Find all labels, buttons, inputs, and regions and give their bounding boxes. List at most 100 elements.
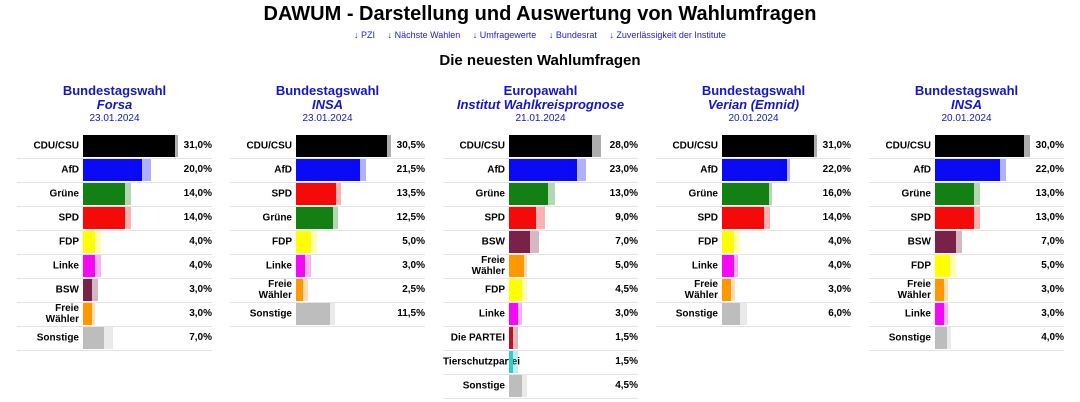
party-value: 4,0% [189,260,212,271]
nav-link-poll-values[interactable]: ↓ Umfragewerte [472,30,537,40]
poll-row[interactable]: Linke 3,0% [230,254,425,279]
poll-row[interactable]: AfD 21,5% [230,158,425,183]
poll-row[interactable]: CDU/CSU 31,0% [656,134,851,159]
poll-row[interactable]: Freie Wähler 3,0% [17,302,212,327]
party-label: Linke [52,260,79,272]
poll-row[interactable]: AfD 20,0% [17,158,212,183]
party-label: BSW [55,284,79,296]
party-bar [509,375,523,397]
poll-date: 20.01.2024 [941,113,992,124]
party-label: AfD [913,164,931,176]
poll-row[interactable]: CDU/CSU 30,0% [869,134,1064,159]
poll-row[interactable]: FDP 5,0% [230,230,425,255]
previous-value-marker [94,327,113,349]
poll-header[interactable]: Bundestagswahl Verian (Emnid) 20.01.2024 [656,84,851,126]
party-label: Linke [904,308,931,320]
poll-row[interactable]: Grüne 13,0% [869,182,1064,207]
party-label: CDU/CSU [885,140,931,152]
nav-link-bundesrat[interactable]: ↓ Bundesrat [548,30,597,40]
poll-row[interactable]: CDU/CSU 28,0% [443,134,638,159]
party-label: CDU/CSU [246,140,292,152]
previous-value-marker [583,135,602,157]
poll-header[interactable]: Europawahl Institut Wahlkreisprognose 21.0… [443,84,638,126]
poll-row[interactable]: Linke 4,0% [656,254,851,279]
poll-row[interactable]: Freie Wähler 3,0% [656,278,851,303]
party-label: Freie Wähler [258,279,292,301]
party-label: CDU/CSU [33,140,79,152]
party-value: 20,0% [183,164,212,175]
previous-value-marker [327,183,341,205]
poll-panel: Europawahl Institut Wahlkreisprognose 21.0… [443,84,638,399]
poll-row[interactable]: Tierschutzpartei 1,5% [443,350,638,375]
poll-header[interactable]: Bundestagswahl Forsa 23.01.2024 [17,84,212,126]
poll-row[interactable]: BSW 7,0% [869,230,1064,255]
party-bar [935,231,956,253]
poll-row[interactable]: Die PARTEI 1,5% [443,326,638,351]
poll-row[interactable]: Freie Wähler 3,0% [869,278,1064,303]
poll-institute: Institut Wahlkreisprognose [456,97,625,112]
poll-row[interactable]: Grüne 16,0% [656,182,851,207]
poll-row[interactable]: Freie Wähler 5,0% [443,254,638,279]
previous-value-marker [805,135,817,157]
poll-row[interactable]: SPD 14,0% [656,206,851,231]
section-title: Die neuesten Wahlumfragen [439,52,641,69]
poll-row[interactable]: Grüne 14,0% [17,182,212,207]
party-bar [509,351,514,373]
nav-link-pzi[interactable]: ↓ PZI [354,30,376,40]
poll-row[interactable]: CDU/CSU 30,5% [230,134,425,159]
party-value: 23,0% [609,164,638,175]
poll-date: 20.01.2024 [728,113,779,124]
poll-row[interactable]: AfD 23,0% [443,158,638,183]
poll-header[interactable]: Bundestagswahl INSA 23.01.2024 [230,84,425,126]
party-bar [83,303,92,325]
previous-value-marker [115,183,131,205]
poll-panel: Bundestagswahl INSA 23.01.2024 CDU/CSU 30,5%… [230,84,425,327]
poll-row[interactable]: SPD 13,0% [869,206,1064,231]
poll-row[interactable]: Freie Wähler 2,5% [230,278,425,303]
poll-row[interactable]: FDP 4,0% [17,230,212,255]
party-label: SPD [697,212,718,224]
party-value: 7,0% [189,332,212,343]
party-value: 4,0% [828,260,851,271]
party-label: Linke [478,308,505,320]
party-bar [935,183,974,205]
party-bar [83,231,95,253]
party-value: 13,0% [1035,188,1064,199]
poll-row[interactable]: Linke 3,0% [869,302,1064,327]
party-label: AfD [274,164,292,176]
party-label: CDU/CSU [459,140,505,152]
party-label: Freie Wähler [471,255,505,277]
poll-row[interactable]: Sonstige 4,0% [869,326,1064,351]
poll-row[interactable]: Sonstige 4,5% [443,374,638,399]
poll-row[interactable]: BSW 7,0% [443,230,638,255]
poll-row[interactable]: AfD 22,0% [869,158,1064,183]
poll-row[interactable]: BSW 3,0% [17,278,212,303]
poll-row[interactable]: Sonstige 6,0% [656,302,851,327]
party-value: 3,0% [1041,284,1064,295]
poll-row[interactable]: Grüne 12,5% [230,206,425,231]
previous-value-marker [513,375,527,397]
poll-row[interactable]: FDP 4,0% [656,230,851,255]
poll-panel: Bundestagswahl Forsa 23.01.2024 CDU/CSU 31,0… [17,84,212,351]
poll-row[interactable]: Grüne 13,0% [443,182,638,207]
poll-row[interactable]: AfD 22,0% [656,158,851,183]
poll-row[interactable]: SPD 13,5% [230,182,425,207]
party-value: 13,5% [396,188,425,199]
previous-value-marker [754,207,770,229]
poll-row[interactable]: Linke 3,0% [443,302,638,327]
poll-row[interactable]: SPD 9,0% [443,206,638,231]
poll-header[interactable]: Bundestagswahl INSA 20.01.2024 [869,84,1064,126]
poll-row[interactable]: SPD 14,0% [17,206,212,231]
nav-link-next-elections[interactable]: ↓ Nächste Wahlen [387,30,461,40]
poll-row[interactable]: CDU/CSU 31,0% [17,134,212,159]
party-label: Freie Wähler [45,303,79,325]
previous-value-marker [568,159,587,181]
poll-row[interactable]: Sonstige 7,0% [17,326,212,351]
party-value: 1,5% [615,332,638,343]
poll-row[interactable]: FDP 5,0% [869,254,1064,279]
poll-row[interactable]: FDP 4,5% [443,278,638,303]
party-bar [722,159,788,181]
poll-row[interactable]: Linke 4,0% [17,254,212,279]
nav-link-reliability[interactable]: ↓ Zuverlässigkeit der Institute [609,30,726,40]
poll-row[interactable]: Sonstige 11,5% [230,302,425,327]
